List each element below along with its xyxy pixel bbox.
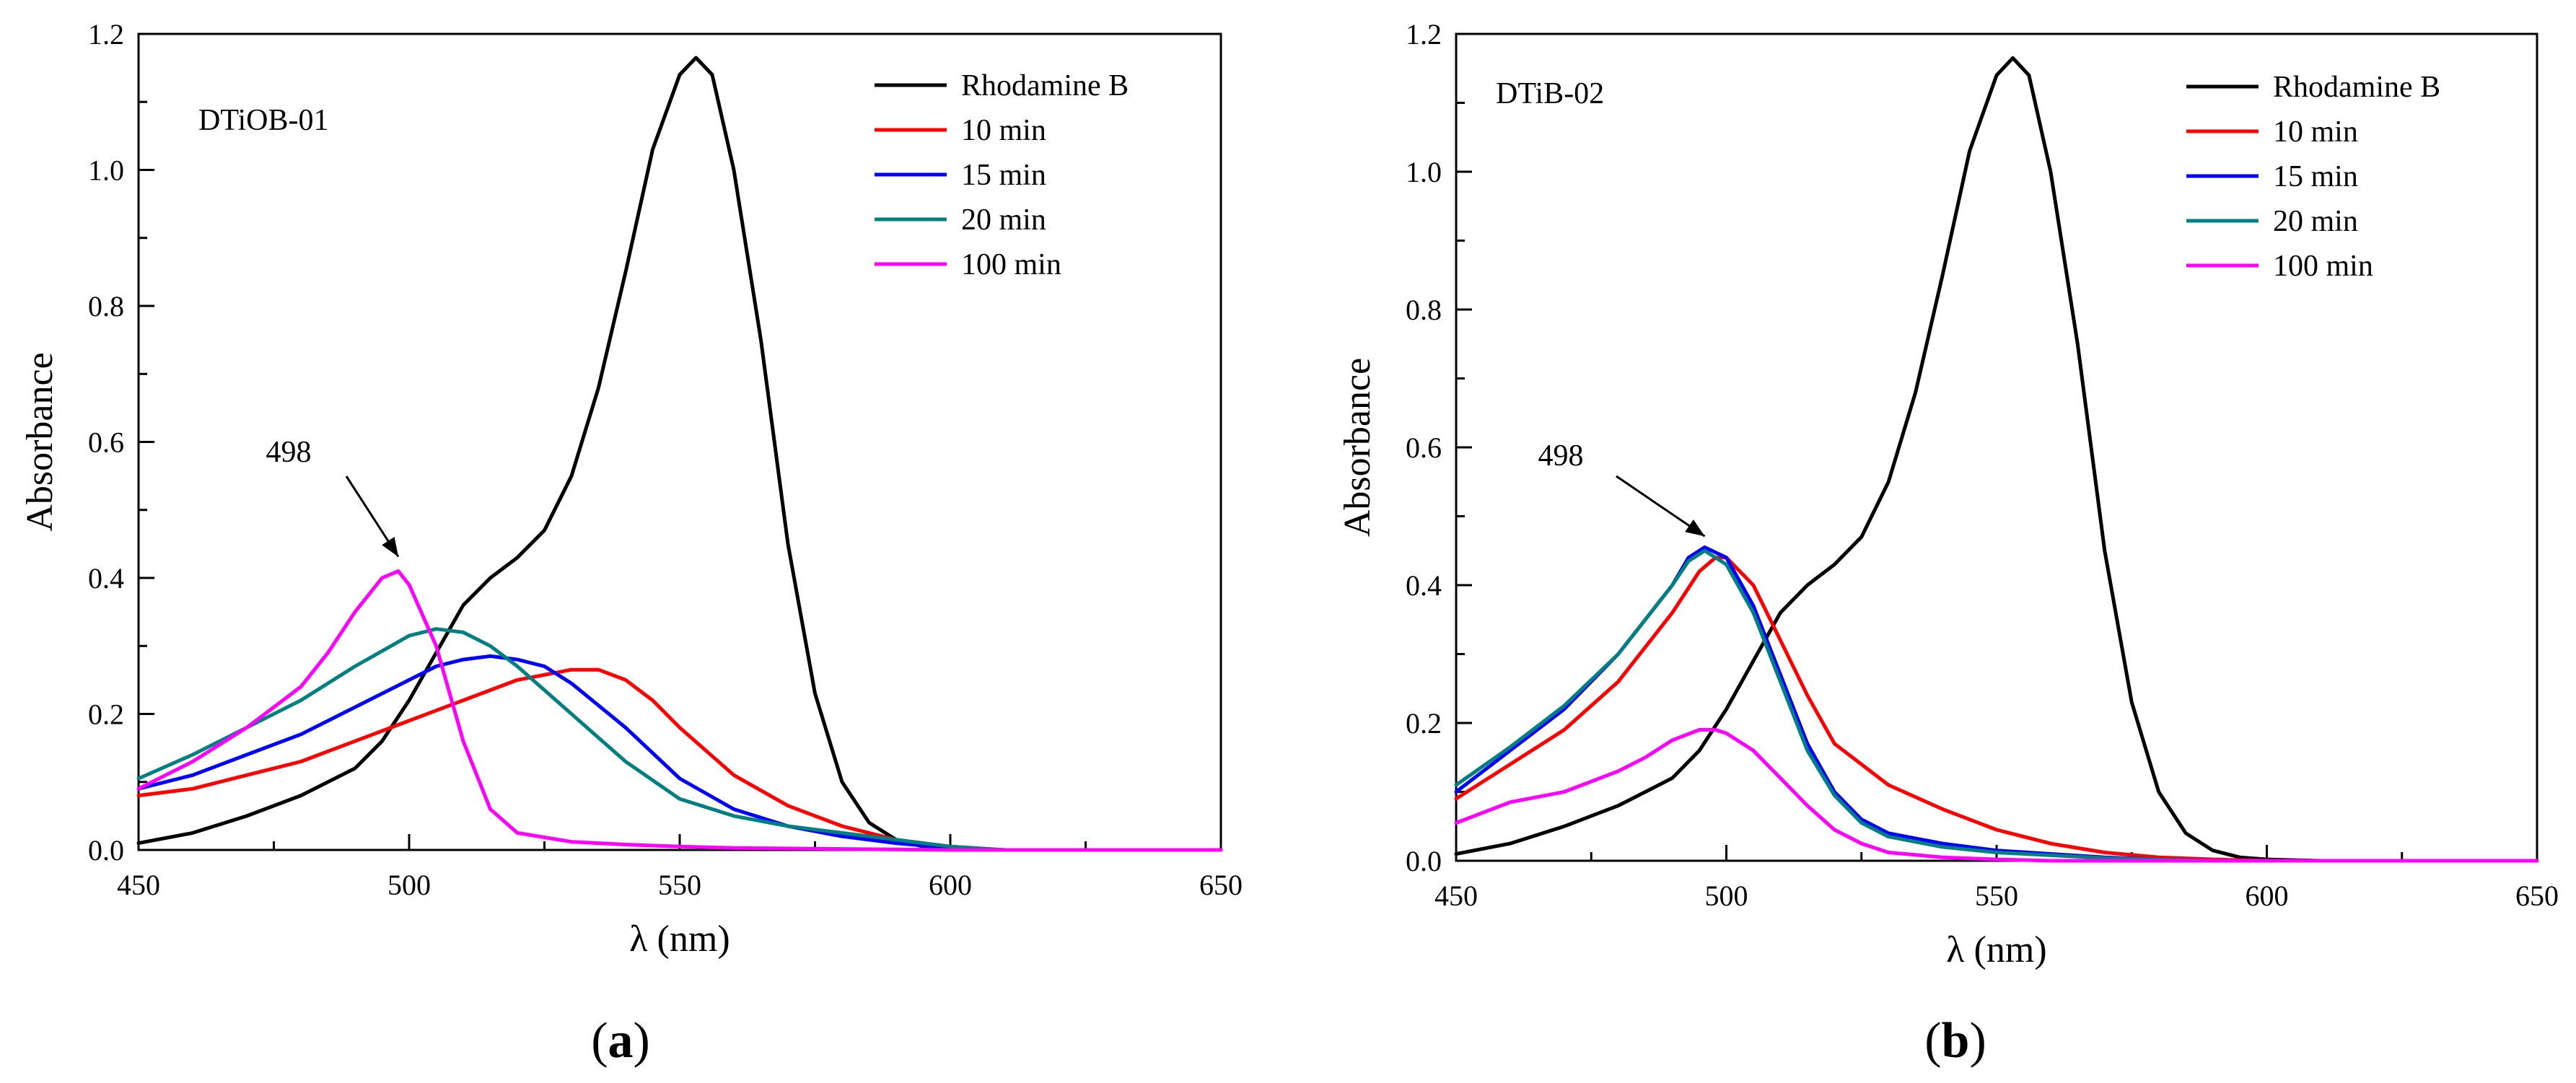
series-line-rhodamine-b — [1454, 56, 2539, 863]
legend-label: Rhodamine B — [961, 69, 1129, 102]
x-tick-label: 600 — [929, 869, 972, 901]
sample-label: DTiOB-01 — [198, 104, 329, 137]
annotation-label: 498 — [1538, 439, 1584, 473]
y-tick-label: 0.6 — [1406, 431, 1442, 464]
x-tick-label: 500 — [387, 869, 431, 901]
x-axis-title: λ (nm) — [629, 918, 730, 960]
y-tick-label: 1.0 — [88, 154, 124, 187]
series-line-15-min — [1454, 545, 2539, 863]
y-tick-label: 0.2 — [1406, 707, 1442, 740]
series-line-20-min — [136, 627, 1223, 852]
panel-label-letter: b — [1942, 1013, 1970, 1069]
y-axis-title: Absorbance — [1337, 358, 1378, 537]
y-axis-title: Absorbance — [19, 352, 61, 531]
legend-label: Rhodamine B — [2273, 71, 2440, 104]
sample-label: DTiB-02 — [1496, 77, 1604, 110]
x-tick-label: 450 — [117, 869, 160, 901]
legend-label: 15 min — [961, 159, 1046, 192]
legend-label: 10 min — [2273, 115, 2358, 149]
panel-label-close: ) — [1969, 1013, 1986, 1069]
annotation-label: 498 — [266, 436, 312, 469]
y-tick-label: 0.0 — [1406, 845, 1442, 877]
y-tick-label: 0.8 — [88, 290, 124, 323]
chart-panel-a: 450 500 550 600 650 0.0 0.2 0.4 0.6 0.8 1.0 1.2 λ (n… — [19, 18, 1243, 1069]
legend-label: 100 min — [961, 248, 1061, 281]
y-tick-label: 0.0 — [88, 834, 124, 867]
legend-label: 10 min — [961, 114, 1046, 147]
legend: Rhodamine B 10 min 15 min 20 min 100 min — [875, 69, 1129, 281]
annotation-arrowhead — [382, 537, 398, 557]
x-tick-label: 650 — [2515, 880, 2559, 912]
y-tick-label: 0.6 — [88, 426, 124, 459]
panel-label: (a) — [591, 1013, 650, 1069]
x-axis-title: λ (nm) — [1946, 929, 2046, 970]
y-tick-label: 1.2 — [88, 18, 124, 51]
x-tick-label: 500 — [1705, 880, 1748, 912]
y-tick-label: 1.0 — [1406, 156, 1442, 188]
annotation-arrowhead — [1685, 519, 1705, 537]
x-tick-label: 450 — [1434, 880, 1478, 912]
series-line-100-min — [1454, 728, 2539, 863]
legend-label: 100 min — [2273, 250, 2373, 283]
series-line-10-min — [136, 667, 1223, 852]
y-tick-label: 0.2 — [88, 698, 124, 731]
legend: Rhodamine B 10 min 15 min 20 min 100 min — [2186, 71, 2440, 283]
x-tick-label: 550 — [658, 869, 701, 901]
panel-label-close: ) — [634, 1013, 650, 1069]
legend-label: 15 min — [2273, 160, 2358, 193]
series-line-15-min — [136, 654, 1223, 852]
x-tick-label: 650 — [1199, 869, 1243, 901]
legend-label: 20 min — [2273, 205, 2358, 238]
x-tick-label: 550 — [1975, 880, 2018, 912]
x-tick-label: 600 — [2246, 880, 2289, 912]
plot-frame — [1455, 32, 2538, 862]
series-line-100-min — [136, 569, 1223, 852]
panel-label-open: ( — [591, 1013, 608, 1069]
panel-label: (b) — [1924, 1013, 1986, 1069]
panel-label-letter: a — [608, 1013, 634, 1069]
y-tick-label: 0.4 — [88, 562, 124, 595]
series-line-20-min — [1454, 548, 2539, 863]
y-tick-label: 1.2 — [1406, 18, 1442, 51]
series-line-10-min — [1454, 556, 2539, 863]
legend-label: 20 min — [961, 203, 1046, 237]
y-tick-label: 0.8 — [1406, 294, 1442, 326]
panel-label-open: ( — [1924, 1013, 1941, 1069]
chart-panel-b: 450 500 550 600 650 0.0 0.2 0.4 0.6 0.8 1.0 1.2 λ (n… — [1337, 18, 2559, 1069]
y-tick-label: 0.4 — [1406, 569, 1442, 602]
